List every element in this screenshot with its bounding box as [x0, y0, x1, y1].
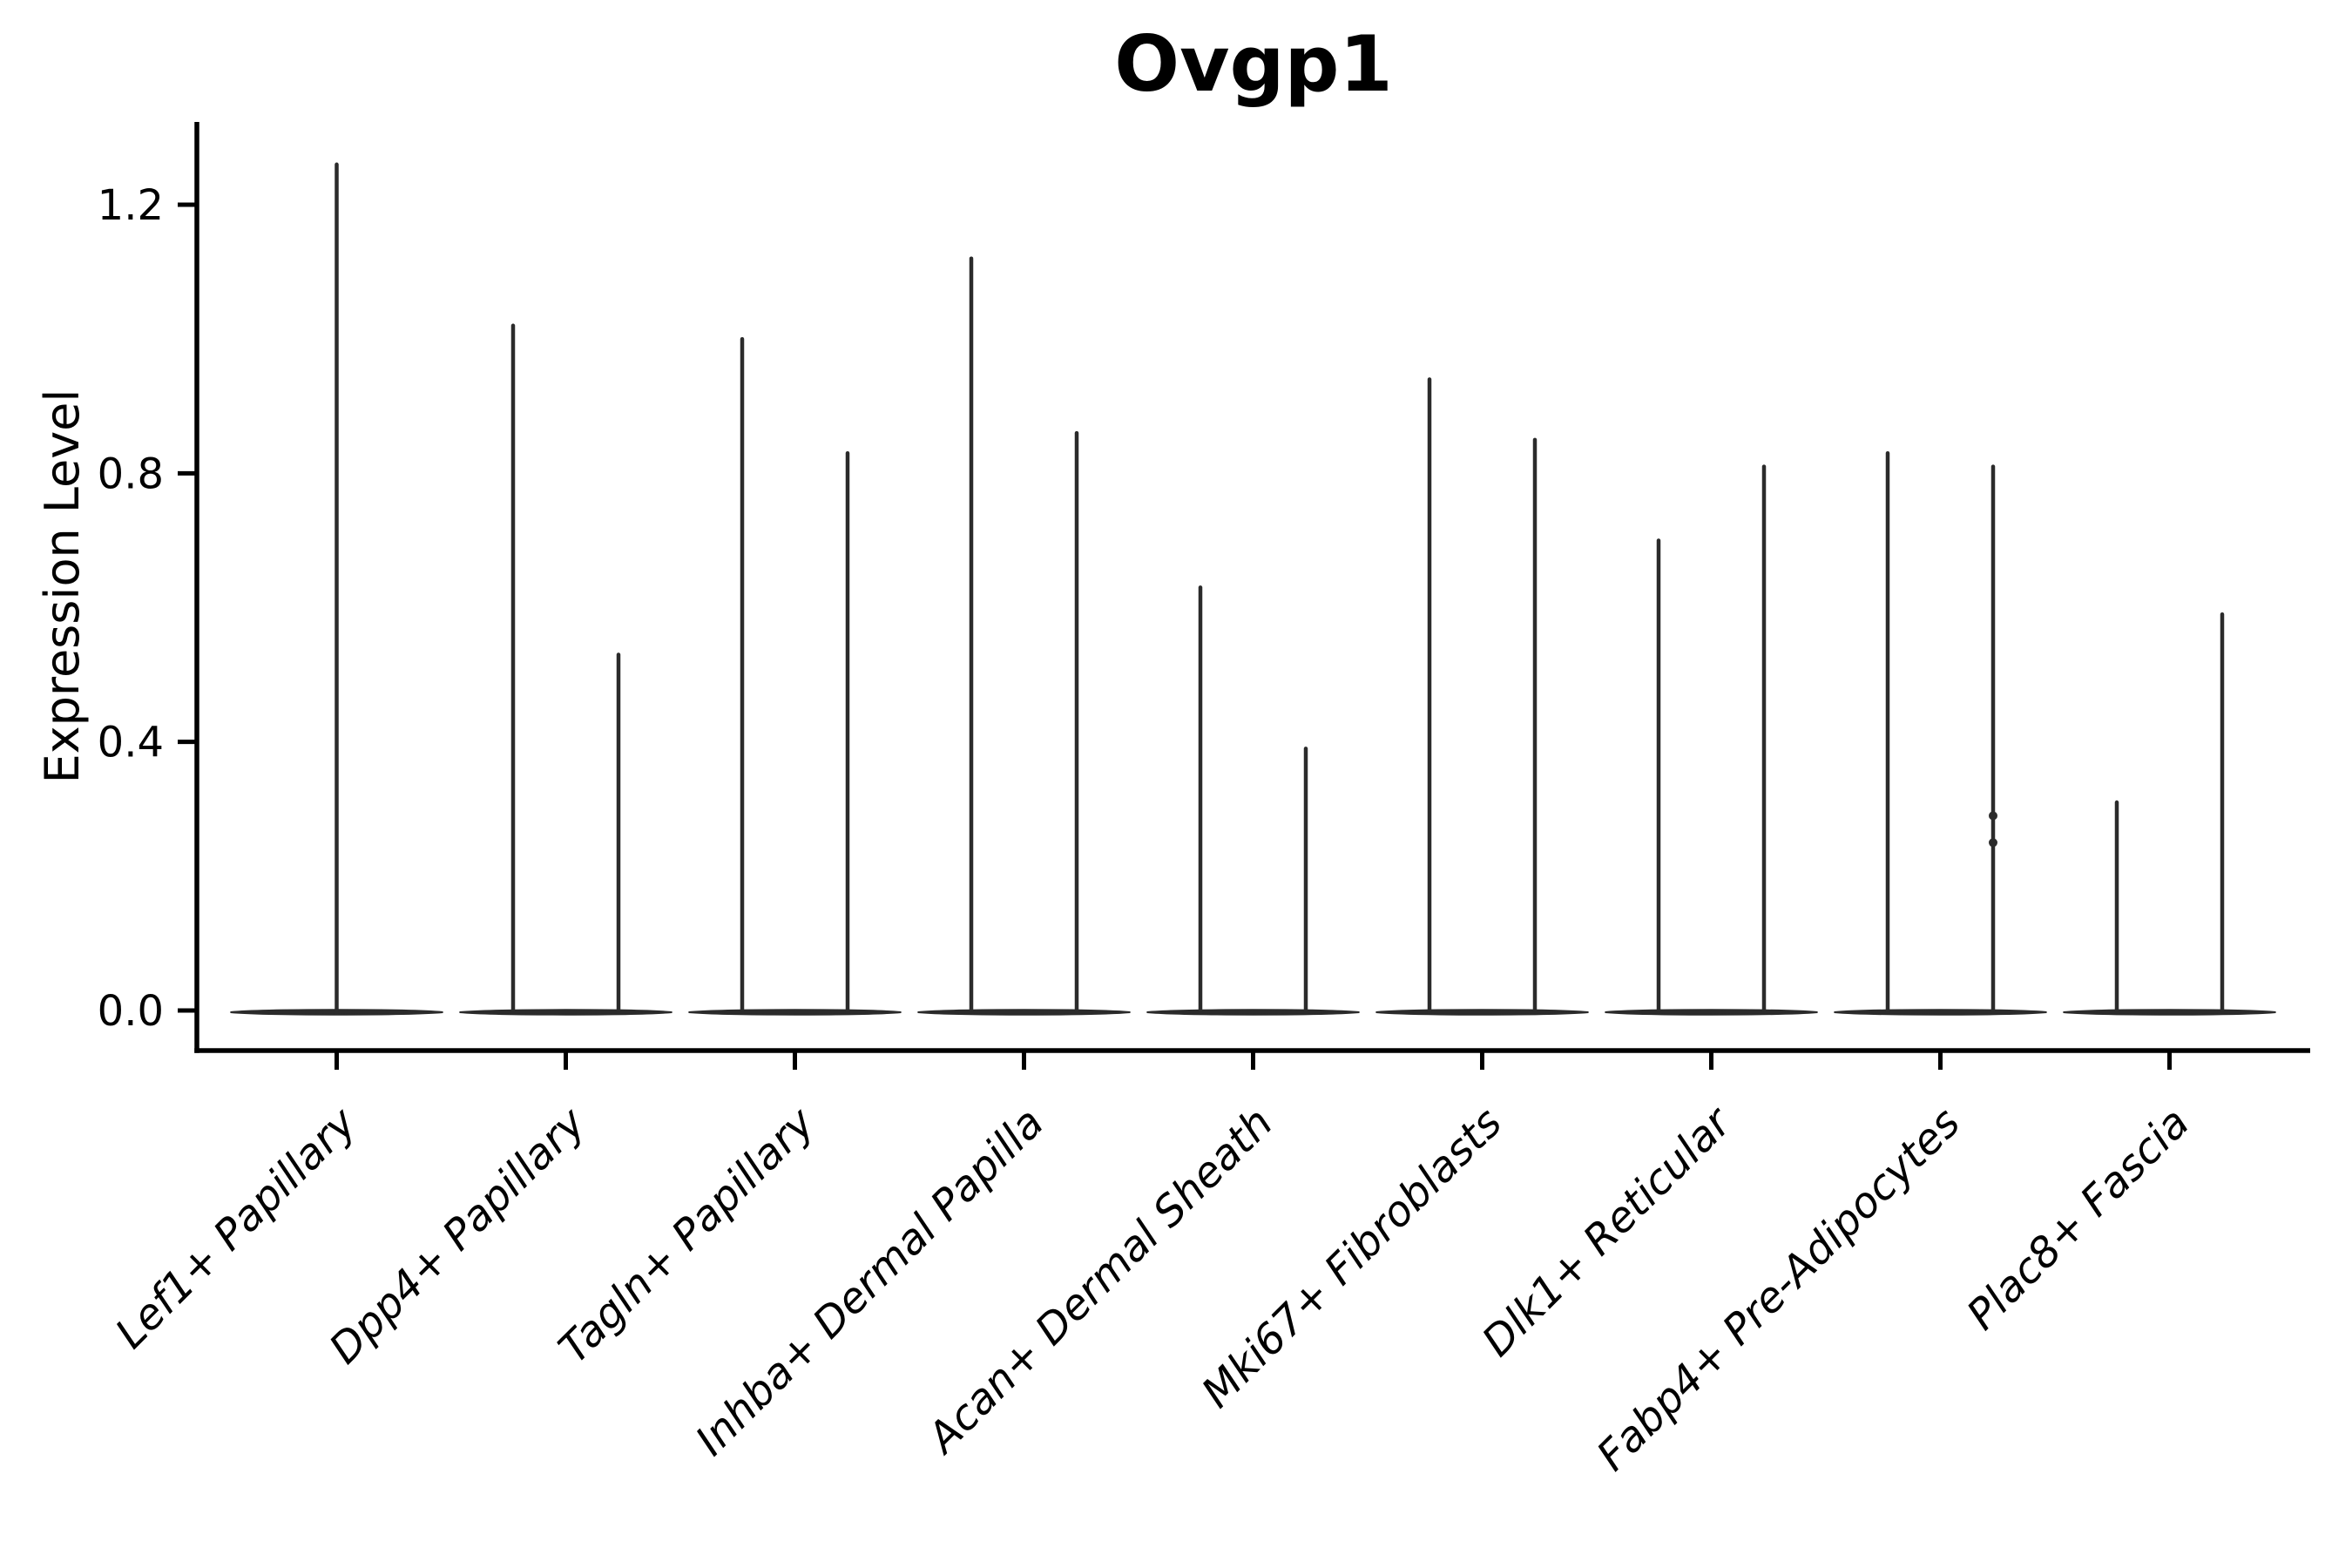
violin-group: [1146, 585, 1360, 1016]
violin-base: [2063, 1009, 2276, 1016]
violin-base: [1834, 1009, 2047, 1016]
y-tick-label: 1.2: [98, 181, 164, 230]
chart-title: Ovgp1: [1114, 19, 1393, 109]
violin-base: [1375, 1009, 1589, 1016]
x-category-label: Dpp4+ Papillary: [320, 1098, 595, 1373]
violin-base: [917, 1009, 1131, 1016]
violin-group: [1375, 377, 1589, 1016]
x-category-label: Dlk1+ Reticular: [1473, 1097, 1743, 1367]
y-axis: 0.0 0.4 0.8 1.2: [98, 122, 199, 1053]
violin-group: [1605, 464, 1818, 1016]
x-category-label: Lef1+ Papillary: [106, 1098, 367, 1358]
violin-group: [2063, 612, 2276, 1016]
violin-point: [1989, 838, 1997, 848]
violin-group: [917, 256, 1131, 1016]
violin-group: [459, 323, 672, 1016]
violin-base: [459, 1009, 672, 1016]
y-tick-label: 0.0: [98, 987, 164, 1036]
x-category-label: Fabp4+ Pre-Adipocytes: [1587, 1098, 1970, 1481]
violin-base: [1146, 1009, 1360, 1016]
y-tick-label: 0.4: [98, 719, 164, 767]
violin-base: [688, 1009, 902, 1016]
violin-group: [1834, 450, 2047, 1016]
violin-group: [230, 162, 443, 1016]
violins-layer: [230, 162, 2276, 1016]
violin-group: [688, 336, 902, 1016]
violin-base: [1605, 1009, 1818, 1016]
violin-point: [1989, 811, 1997, 821]
y-tick-label: 0.8: [98, 449, 164, 498]
x-category-label: Plac8+ Fascia: [1957, 1098, 2199, 1340]
x-category-label: Tagln+ Papillary: [550, 1098, 825, 1373]
